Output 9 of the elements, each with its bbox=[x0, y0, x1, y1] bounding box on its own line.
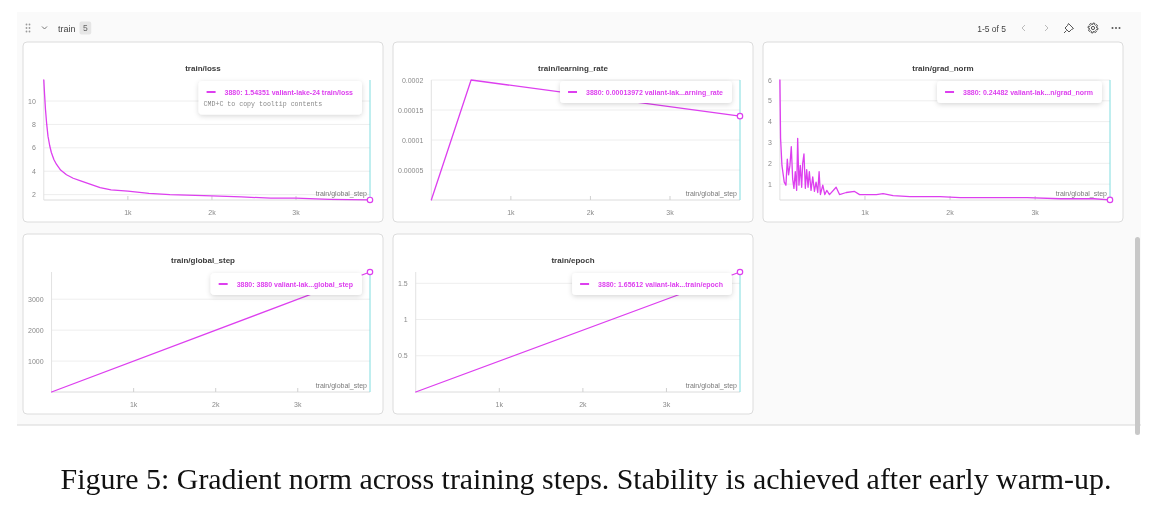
text: train bbox=[58, 23, 76, 34]
chart-title: train/grad_norm bbox=[912, 64, 974, 73]
text: 5 bbox=[83, 23, 88, 33]
chart-title: train/learning_rate bbox=[538, 64, 609, 73]
text: 1-5 of 5 bbox=[977, 23, 1007, 34]
chart-title: train/loss bbox=[185, 64, 222, 73]
chart-title: train/global_step bbox=[170, 256, 236, 265]
chart-title: train/epoch bbox=[551, 256, 595, 265]
caption: Figure 5: Gradient norm across training steps. Stability is achieved after early warm-up. bbox=[60, 462, 1112, 495]
